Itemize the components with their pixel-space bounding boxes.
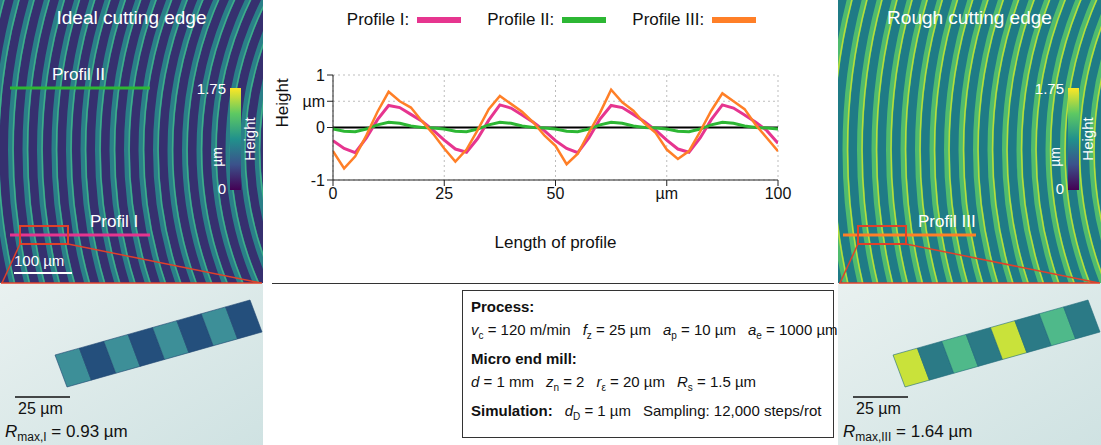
svg-text:Length of profile: Length of profile [495,233,617,252]
html-text:Profile II:: Profile II: [487,10,555,29]
html-text:Micro end mill:: Micro end mill: [471,350,577,367]
svg-text:25 µm: 25 µm [856,400,901,417]
html-text:d = 1 mm: d = 1 mm [471,373,534,390]
svg-text:100: 100 [765,185,792,202]
svg-text:-1: -1 [311,172,325,189]
html-text:fz= 25 µm: fz= 25 µm [582,321,651,341]
html-text:Process:: Process: [471,298,535,315]
svg-text:Height: Height [1079,116,1096,160]
svg-text:Rmax,III = 1.64 µm: Rmax,III = 1.64 µm [843,422,972,444]
svg-text:Profil I: Profil I [90,212,138,231]
svg-text:0: 0 [1056,180,1064,197]
html-text:Simulation:: Simulation: [471,402,553,419]
svg-text:Rmax,I = 0.93 µm: Rmax,I = 0.93 µm [5,422,128,444]
svg-text:25: 25 [435,185,453,202]
svg-text:µm: µm [209,147,225,167]
html-text:rε= 20 µm: rε= 20 µm [596,373,665,393]
html-text:vc= 120 m/min: vc= 120 m/min [471,321,571,341]
svg-text:1: 1 [316,67,325,84]
svg-text:Profil II: Profil II [52,65,105,84]
svg-text:Rough cutting edge: Rough cutting edge [887,7,1052,28]
html-text:Sampling: 12,000 steps/rot: Sampling: 12,000 steps/rot [643,402,822,419]
svg-text:100 µm: 100 µm [14,252,64,269]
html-text:Rs= 1.5 µm: Rs= 1.5 µm [677,373,757,393]
svg-text:1.75: 1.75 [197,80,226,97]
svg-text:50: 50 [547,185,565,202]
html-text:dD= 1 µm: dD= 1 µm [564,402,631,422]
html-text:Profile I:: Profile I: [346,10,410,29]
svg-text:25 µm: 25 µm [18,400,63,417]
svg-text:µm: µm [1047,147,1063,167]
html-text:ap= 10 µm: ap= 10 µm [662,321,736,341]
svg-text:µm: µm [302,93,325,110]
svg-text:Height: Height [273,78,292,127]
html-text:zn= 2: zn= 2 [546,373,585,393]
html-text:Profile III:: Profile III: [632,10,705,29]
svg-text:Height: Height [241,116,258,160]
svg-text:0: 0 [329,185,338,202]
svg-text:Profil III: Profil III [918,212,976,231]
html-text:ae= 1000 µm: ae= 1000 µm [747,321,838,341]
svg-text:Ideal cutting edge: Ideal cutting edge [56,7,206,28]
svg-text:µm: µm [655,185,678,202]
svg-text:0: 0 [316,119,325,136]
svg-text:0: 0 [218,180,226,197]
svg-text:1.75: 1.75 [1035,80,1064,97]
